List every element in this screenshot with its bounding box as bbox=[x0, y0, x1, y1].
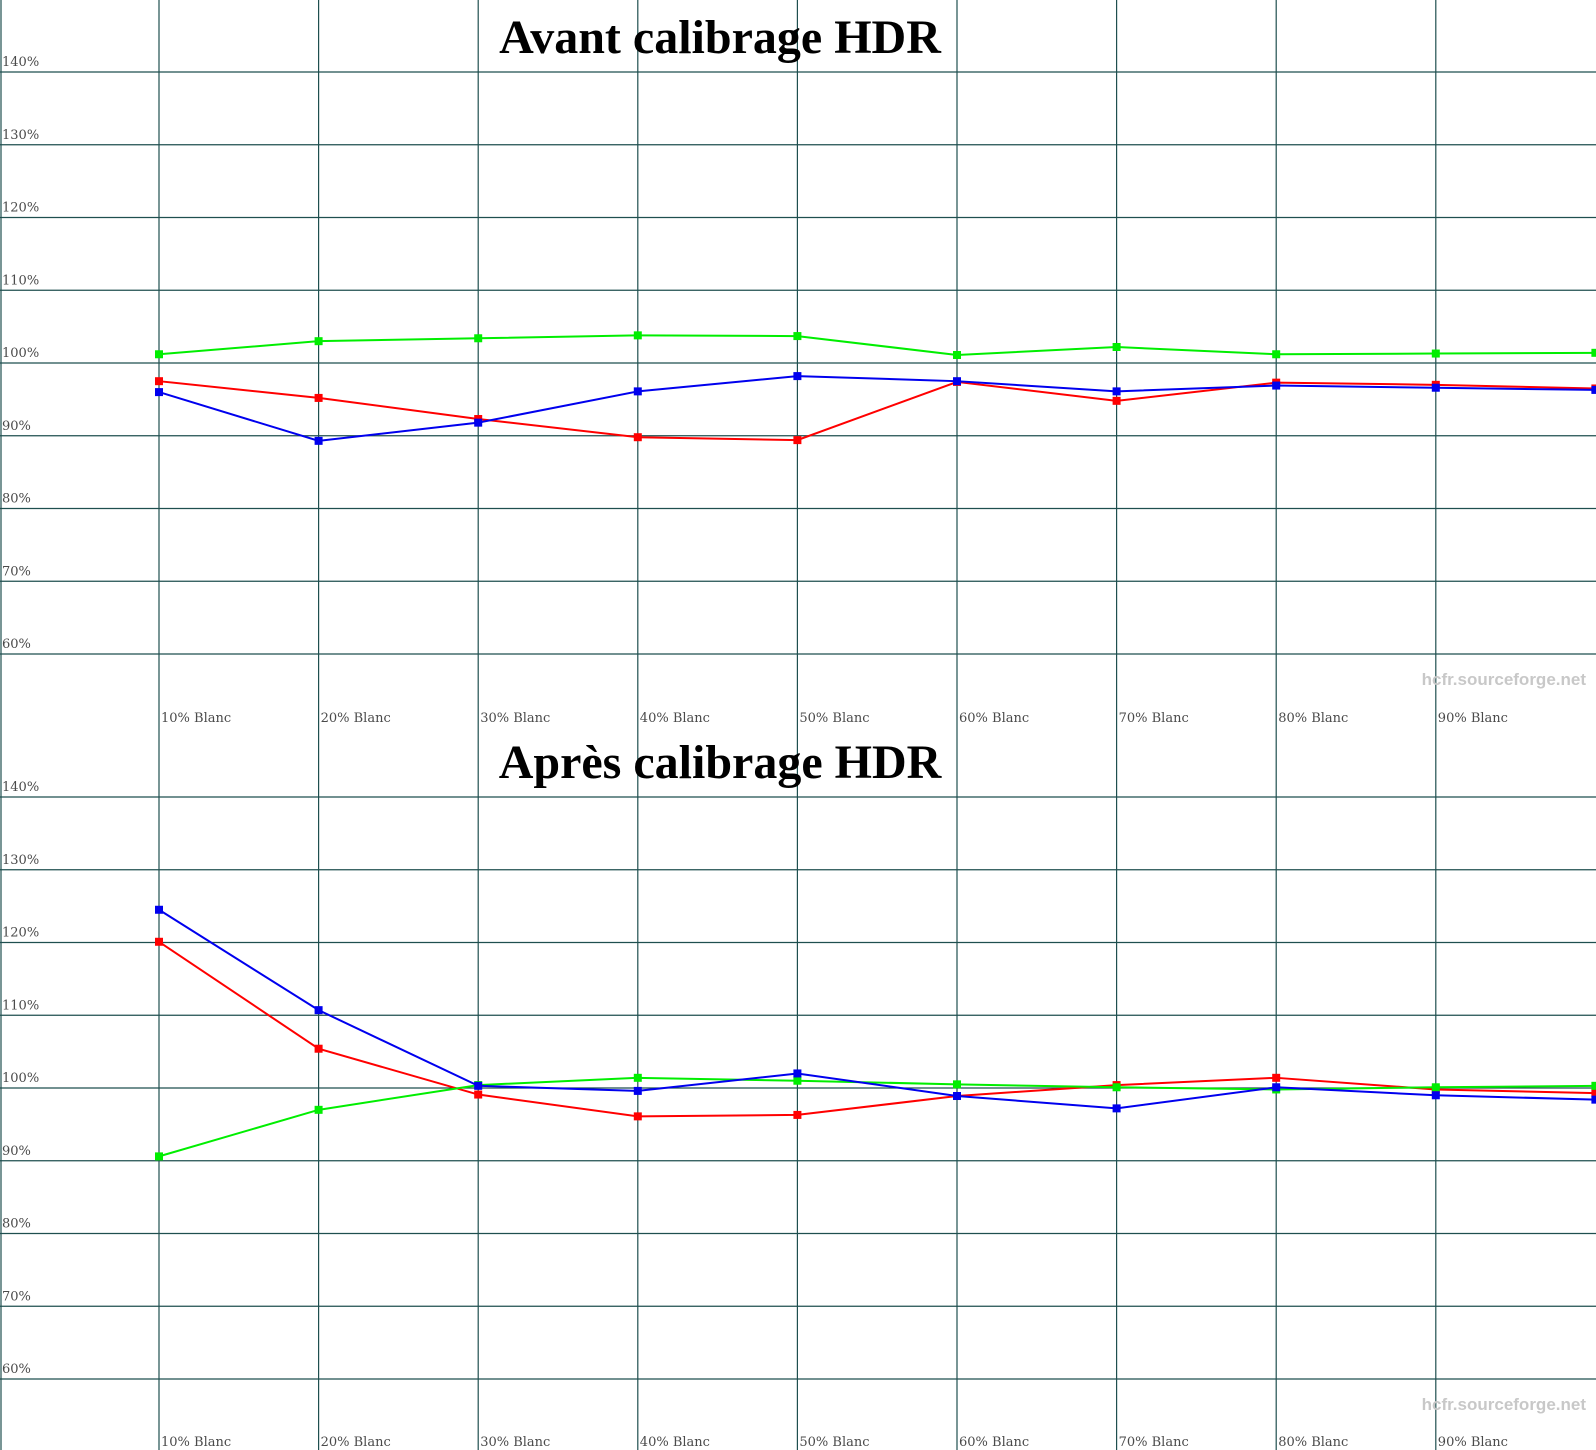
y-tick-label: 120% bbox=[2, 926, 39, 941]
data-point-blue bbox=[793, 1069, 802, 1078]
series-line-green bbox=[158, 1076, 1596, 1158]
data-point-red bbox=[1272, 1073, 1281, 1082]
watermark-text: hcfr.sourceforge.net bbox=[1422, 670, 1587, 689]
data-point-green bbox=[1112, 1083, 1121, 1092]
data-point-green bbox=[1431, 1083, 1440, 1092]
data-point-green bbox=[474, 334, 483, 343]
series-line-red bbox=[158, 940, 1596, 1118]
data-point-green bbox=[1591, 348, 1596, 357]
data-point-green bbox=[155, 350, 163, 359]
data-point-red bbox=[314, 1044, 323, 1053]
x-category-label: 20% Blanc bbox=[321, 711, 391, 726]
x-category-label: 50% Blanc bbox=[799, 711, 869, 726]
data-point-green bbox=[953, 350, 961, 359]
x-category-label: 90% Blanc bbox=[1438, 1435, 1508, 1450]
data-point-blue bbox=[155, 388, 163, 397]
chart-before-calibration: 60% 70% 80% 90% 100% 110% 120% 130% 140% Avant ca… bbox=[0, 0, 1596, 726]
y-tick-label: 140% bbox=[2, 55, 39, 70]
data-point-green bbox=[155, 1152, 163, 1161]
watermark-text: hcfr.sourceforge.net bbox=[1422, 1395, 1587, 1414]
series-line-green bbox=[158, 334, 1596, 357]
data-point-red bbox=[633, 1112, 642, 1121]
data-point-blue bbox=[314, 1006, 323, 1015]
y-tick-label: 130% bbox=[2, 853, 39, 868]
y-tick-label: 80% bbox=[2, 1217, 31, 1232]
data-point-blue bbox=[1431, 383, 1440, 392]
series-line-red bbox=[158, 380, 1596, 442]
data-point-red bbox=[155, 937, 163, 946]
y-tick-label: 140% bbox=[2, 780, 39, 795]
x-category-label: 60% Blanc bbox=[959, 711, 1029, 726]
series-line-blue bbox=[158, 375, 1596, 442]
x-category-label: 10% Blanc bbox=[161, 1435, 231, 1450]
data-point-green bbox=[1431, 349, 1440, 358]
y-tick-label: 60% bbox=[2, 1362, 31, 1377]
data-point-blue bbox=[155, 905, 163, 914]
x-category-label: 80% Blanc bbox=[1278, 711, 1348, 726]
x-category-label: 30% Blanc bbox=[480, 711, 550, 726]
x-category-label: 20% Blanc bbox=[321, 1435, 391, 1450]
x-category-label: 10% Blanc bbox=[161, 711, 231, 726]
data-point-blue bbox=[1112, 1104, 1121, 1113]
data-point-blue bbox=[1112, 387, 1121, 396]
data-point-green bbox=[1112, 342, 1121, 351]
data-point-blue bbox=[474, 418, 483, 427]
series-line-blue bbox=[158, 908, 1596, 1110]
y-tick-label: 110% bbox=[2, 998, 39, 1013]
data-point-red bbox=[314, 393, 323, 402]
x-category-label: 70% Blanc bbox=[1119, 711, 1189, 726]
data-point-red bbox=[1591, 1089, 1596, 1098]
data-point-green bbox=[793, 332, 802, 341]
data-point-blue bbox=[1591, 1095, 1596, 1104]
data-point-red bbox=[1112, 396, 1121, 405]
y-tick-label: 70% bbox=[2, 564, 31, 579]
data-point-green bbox=[793, 1076, 802, 1085]
y-tick-label: 60% bbox=[2, 637, 31, 652]
data-point-blue bbox=[633, 1086, 642, 1095]
x-category-label: 40% Blanc bbox=[640, 711, 710, 726]
chart-after-calibration: 60% 70% 80% 90% 100% 110% 120% 130% 140% Après ca… bbox=[0, 724, 1596, 1450]
x-category-label: 60% Blanc bbox=[959, 1435, 1029, 1450]
y-tick-label: 80% bbox=[2, 492, 31, 507]
y-tick-label: 100% bbox=[2, 346, 39, 361]
data-point-green bbox=[953, 1080, 961, 1089]
x-category-label: 40% Blanc bbox=[640, 1435, 710, 1450]
y-tick-label: 110% bbox=[2, 273, 39, 288]
chart-title: Avant calibrage HDR bbox=[499, 11, 942, 64]
data-point-green bbox=[633, 1073, 642, 1082]
x-category-label: 70% Blanc bbox=[1119, 1435, 1189, 1450]
data-point-blue bbox=[474, 1081, 483, 1090]
data-point-blue bbox=[953, 377, 961, 386]
data-point-blue bbox=[953, 1092, 961, 1101]
y-tick-label: 120% bbox=[2, 201, 39, 216]
data-point-green bbox=[1591, 1081, 1596, 1090]
data-point-green bbox=[314, 1105, 323, 1114]
y-tick-label: 100% bbox=[2, 1071, 39, 1086]
x-category-label: 80% Blanc bbox=[1278, 1435, 1348, 1450]
y-tick-label: 130% bbox=[2, 128, 39, 143]
data-point-red bbox=[474, 1090, 483, 1099]
x-category-label: 30% Blanc bbox=[480, 1435, 550, 1450]
data-point-blue bbox=[1272, 1083, 1281, 1092]
data-point-green bbox=[1272, 350, 1281, 359]
data-point-green bbox=[314, 337, 323, 346]
data-point-blue bbox=[314, 436, 323, 445]
data-point-blue bbox=[1591, 385, 1596, 394]
data-point-green bbox=[633, 331, 642, 340]
data-point-blue bbox=[1431, 1091, 1440, 1100]
data-point-blue bbox=[633, 387, 642, 396]
data-point-blue bbox=[1272, 381, 1281, 390]
y-tick-label: 90% bbox=[2, 1144, 31, 1159]
data-point-red bbox=[793, 436, 802, 445]
data-point-red bbox=[793, 1110, 802, 1119]
y-tick-label: 70% bbox=[2, 1289, 31, 1304]
data-point-blue bbox=[793, 372, 802, 381]
y-tick-label: 90% bbox=[2, 419, 31, 434]
x-category-label: 50% Blanc bbox=[799, 1435, 869, 1450]
data-point-red bbox=[155, 377, 163, 386]
chart-title: Après calibrage HDR bbox=[499, 736, 943, 789]
x-category-label: 90% Blanc bbox=[1438, 711, 1508, 726]
data-point-red bbox=[633, 433, 642, 442]
